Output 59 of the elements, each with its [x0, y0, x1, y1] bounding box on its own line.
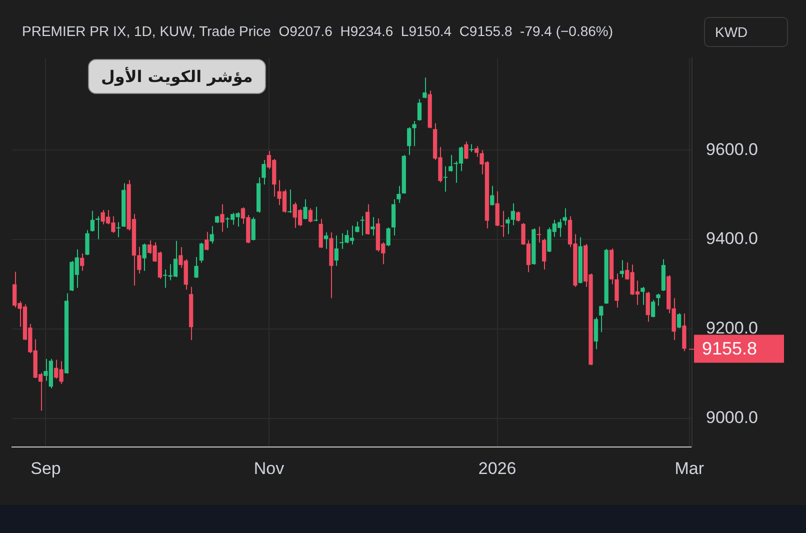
- candlestick: [490, 185, 494, 206]
- candlestick: [199, 242, 204, 264]
- chart-title: PREMIER PR IX, 1D, KUW, Trade Price O9207.6 H9234.6 L9150.4 C9155.8 -79.4 (−0.86%): [22, 23, 614, 39]
- candlestick: [536, 226, 541, 244]
- candlestick: [360, 216, 364, 236]
- candlestick: [417, 98, 422, 122]
- candlestick: [314, 206, 318, 222]
- candlestick: [308, 208, 313, 224]
- candlestick: [495, 190, 500, 227]
- candlestick: [391, 198, 396, 236]
- candlestick: [412, 120, 416, 147]
- y-tick-label: 9400.0: [706, 229, 758, 248]
- candlestick: [386, 226, 390, 247]
- candlestick: [370, 216, 375, 236]
- candlestick: [220, 204, 224, 232]
- candlestick: [204, 231, 209, 251]
- candlestick: [80, 252, 84, 272]
- candlestick: [90, 210, 95, 232]
- candlestick: [500, 210, 505, 238]
- x-tick-label: Nov: [254, 458, 285, 478]
- candlestick: [422, 77, 427, 99]
- candlestick: [682, 312, 686, 352]
- candlestick: [334, 235, 339, 266]
- candlestick: [251, 216, 256, 241]
- candlestick: [210, 226, 214, 244]
- candlestick: [194, 256, 198, 278]
- candlestick: [355, 221, 360, 233]
- candlestick: [407, 126, 412, 156]
- candlestick: [303, 198, 308, 220]
- candlestick: [365, 204, 370, 236]
- y-tick-label: 9000.0: [706, 408, 758, 428]
- candlestick: [288, 188, 292, 214]
- candlestick: [516, 210, 520, 222]
- candlestick: [646, 291, 650, 322]
- candlestick: [594, 316, 598, 350]
- candlestick: [650, 299, 656, 318]
- candlestick: [96, 216, 100, 240]
- x-tick-label: 2026: [478, 458, 516, 478]
- candlestick: [396, 185, 401, 204]
- candlestick: [542, 238, 546, 270]
- y-tick-label: 9200.0: [706, 318, 758, 338]
- candlestick: [620, 260, 624, 278]
- x-tick-label: Mar: [674, 458, 704, 478]
- candlestick: [464, 141, 468, 160]
- candlestick: [85, 230, 90, 256]
- ref-line-label: 9155.8: [702, 338, 758, 359]
- candlestick: [640, 286, 645, 306]
- candlestick: [142, 243, 146, 272]
- x-tick-label: Sep: [30, 458, 61, 478]
- candlestick: [318, 218, 323, 249]
- candlestick: [324, 232, 328, 250]
- candlestick: [443, 166, 448, 192]
- y-axis-title: KWD: [704, 17, 788, 47]
- candlestick: [676, 312, 682, 329]
- candlestick: [116, 222, 120, 238]
- candlestick: [656, 293, 660, 306]
- annotation: مؤشر الكويت الأول: [88, 59, 266, 94]
- y-tick-label: 9600.0: [706, 140, 758, 159]
- candlestick: [599, 305, 604, 333]
